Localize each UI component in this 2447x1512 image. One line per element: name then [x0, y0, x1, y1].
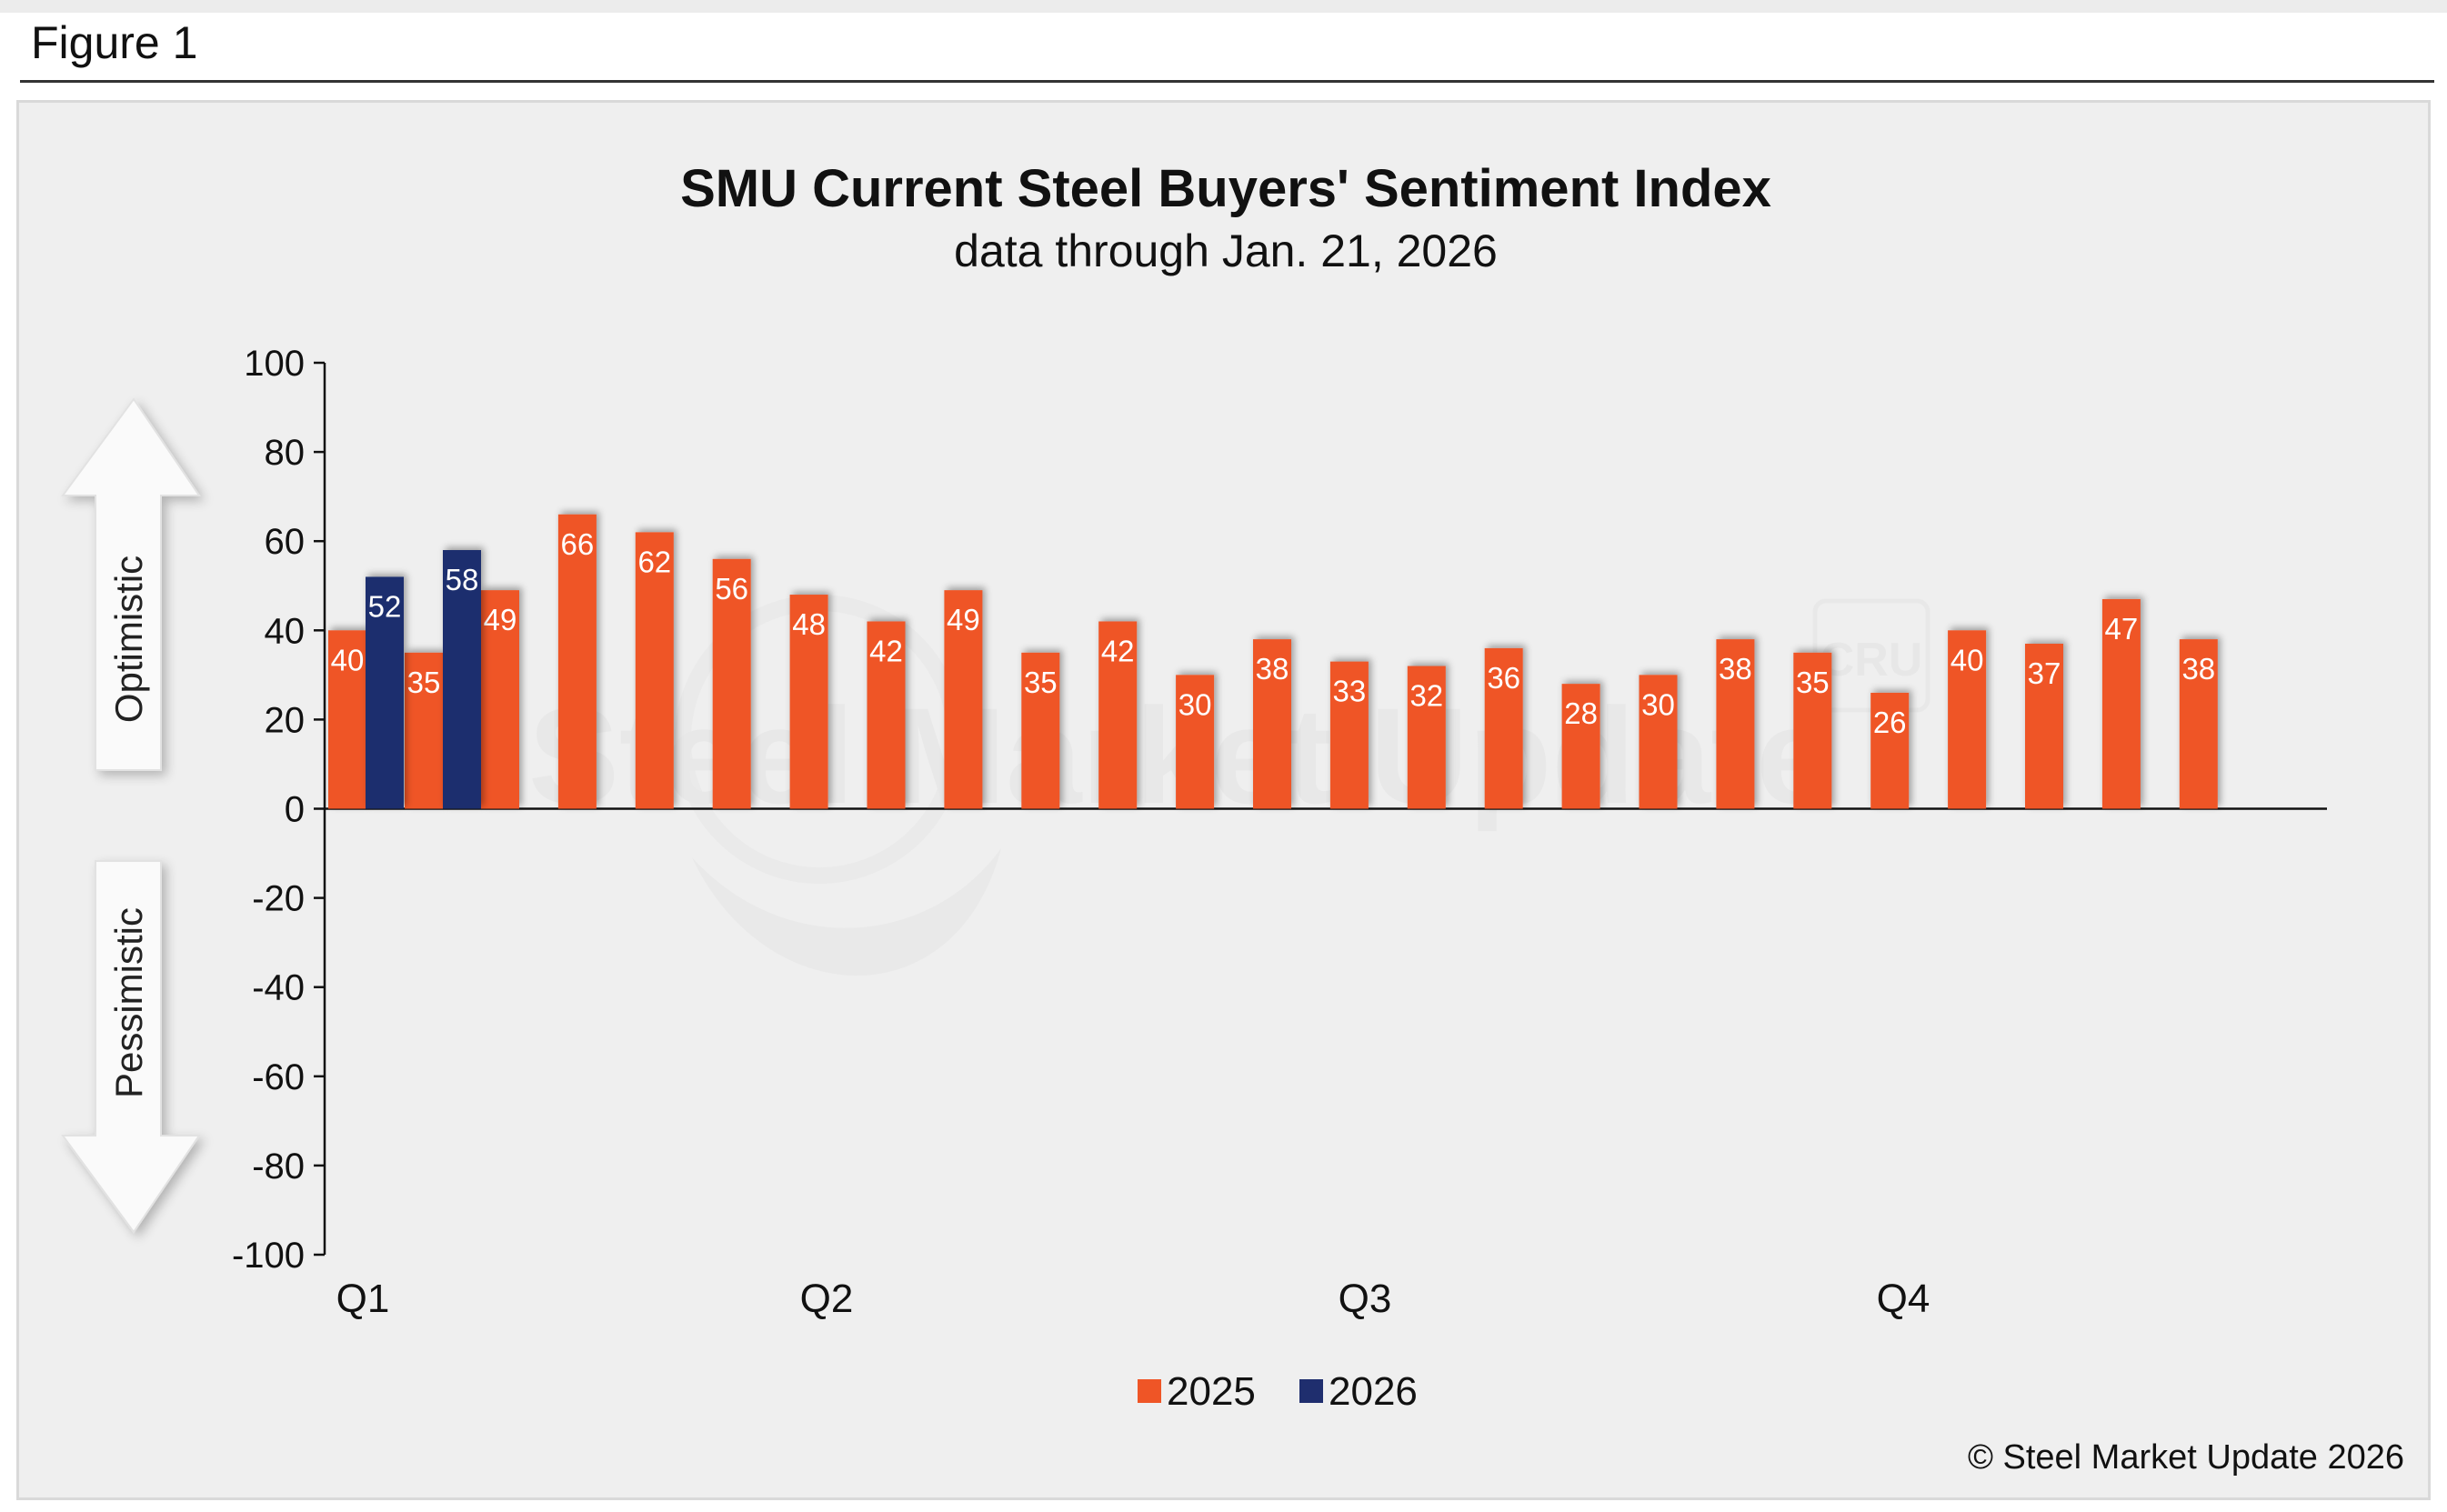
bar-data-label: 42: [1101, 634, 1135, 667]
chart-svg: Steel Market Update CRU SMU Current Stee…: [61, 159, 2404, 1477]
bar-2025: [1098, 621, 1138, 809]
optimistic-label: Optimistic: [107, 556, 150, 723]
bar-data-label: 66: [561, 527, 595, 561]
watermark-logo-text: CRU: [1820, 634, 1923, 686]
y-tick-label: 60: [265, 522, 306, 562]
bar-data-label: 40: [1951, 643, 1984, 676]
bar-data-label: 56: [715, 572, 748, 606]
bar-2025: [2025, 644, 2063, 809]
bar-data-label: 35: [1796, 666, 1830, 699]
figure-label: Figure 1: [31, 17, 198, 68]
y-tick-label: -80: [252, 1147, 305, 1187]
bar-data-label: 42: [869, 634, 903, 667]
up-arrow-shape: [61, 397, 201, 771]
bar-2025: [1484, 647, 1523, 809]
legend-swatch-2026: [1299, 1379, 1323, 1403]
chart-subtitle: data through Jan. 21, 2026: [954, 225, 1498, 276]
figure-rule: [20, 80, 2434, 83]
quarter-label: Q3: [1339, 1277, 1392, 1321]
bar-data-label: 47: [2105, 612, 2139, 646]
chart-panel: Steel Market Update CRU SMU Current Stee…: [16, 100, 2431, 1500]
bar-2025: [944, 590, 983, 809]
bar-2025: [789, 595, 828, 809]
bar-data-label: 58: [446, 563, 479, 596]
legend-label-2025: 2025: [1167, 1369, 1256, 1414]
y-tick-label: -60: [252, 1057, 305, 1097]
bar-data-label: 30: [1641, 687, 1675, 721]
top-band: [0, 0, 2447, 13]
bar-2025: [712, 558, 751, 809]
bar-2026: [366, 576, 404, 809]
bar-2025: [1561, 684, 1600, 809]
bar-2025: [405, 652, 443, 809]
bar-2025: [1329, 661, 1369, 809]
bar-2025: [2101, 598, 2141, 809]
bar-2025: [1407, 666, 1446, 809]
bar-2025: [635, 532, 674, 809]
y-tick-label: 0: [285, 790, 305, 830]
bar-data-label: 49: [484, 603, 517, 636]
y-tick-label: 100: [244, 344, 305, 384]
bar-data-label: 36: [1487, 661, 1520, 695]
bar-data-label: 30: [1178, 687, 1212, 721]
bar-data-label: 38: [1719, 652, 1752, 686]
bar-data-label: 38: [1256, 652, 1289, 686]
bar-2025: [328, 630, 366, 809]
bar-data-label: 35: [407, 666, 441, 699]
y-tick-label: -40: [252, 968, 305, 1008]
quarter-label: Q2: [800, 1277, 854, 1321]
bar-data-label: 52: [368, 589, 402, 623]
bar-data-label: 62: [637, 545, 671, 578]
bar-data-label: 40: [331, 643, 365, 676]
bar-2025: [1021, 652, 1060, 809]
bar-2025: [1176, 675, 1215, 809]
bar-2025: [1793, 652, 1832, 809]
pessimistic-label: Pessimistic: [107, 907, 150, 1098]
down-arrow-shape: [61, 860, 201, 1234]
watermark-swoosh: [692, 848, 1001, 976]
y-tick-label: 80: [265, 433, 306, 473]
y-tick-label: 40: [265, 611, 306, 651]
bar-data-label: 49: [947, 603, 980, 636]
bar-2025: [557, 514, 597, 809]
bar-2025: [1870, 692, 1910, 809]
bar-data-label: 48: [792, 607, 826, 641]
bar-data-label: 33: [1333, 675, 1367, 708]
legend-label-2026: 2026: [1329, 1369, 1418, 1414]
bar-2025: [1253, 639, 1291, 809]
legend: 2025 2026: [1138, 1369, 1418, 1414]
quarter-label: Q1: [336, 1277, 390, 1321]
plot-area: 100 80 60 40 20 0 -20 -40 -60 -80 -100 40 35 49 66 62 56…: [232, 344, 2327, 1321]
bar-data-label: 26: [1873, 706, 1907, 739]
bar-2025: [867, 621, 906, 809]
bar-data-label: 35: [1024, 666, 1058, 699]
bar-data-label: 32: [1409, 679, 1443, 713]
bar-data-label: 37: [2028, 656, 2061, 690]
legend-swatch-2025: [1138, 1379, 1161, 1403]
copyright: © Steel Market Update 2026: [1968, 1438, 2404, 1477]
pessimistic-arrow: Pessimistic: [61, 860, 201, 1234]
bar-data-label: 38: [2181, 652, 2215, 686]
chart-title: SMU Current Steel Buyers' Sentiment Inde…: [680, 159, 1771, 218]
bar-2025: [1639, 675, 1678, 809]
bar-2026: [443, 550, 481, 809]
bar-2025: [2179, 639, 2218, 809]
bar-2025: [1948, 630, 1987, 809]
bar-2025: [481, 590, 519, 809]
y-tick-label: 20: [265, 700, 306, 740]
bar-data-label: 28: [1564, 696, 1598, 730]
y-tick-label: -100: [232, 1236, 305, 1276]
optimistic-arrow: Optimistic: [61, 397, 201, 771]
bar-2025: [1716, 639, 1755, 809]
y-tick-label: -20: [252, 879, 305, 919]
quarter-label: Q4: [1877, 1277, 1931, 1321]
